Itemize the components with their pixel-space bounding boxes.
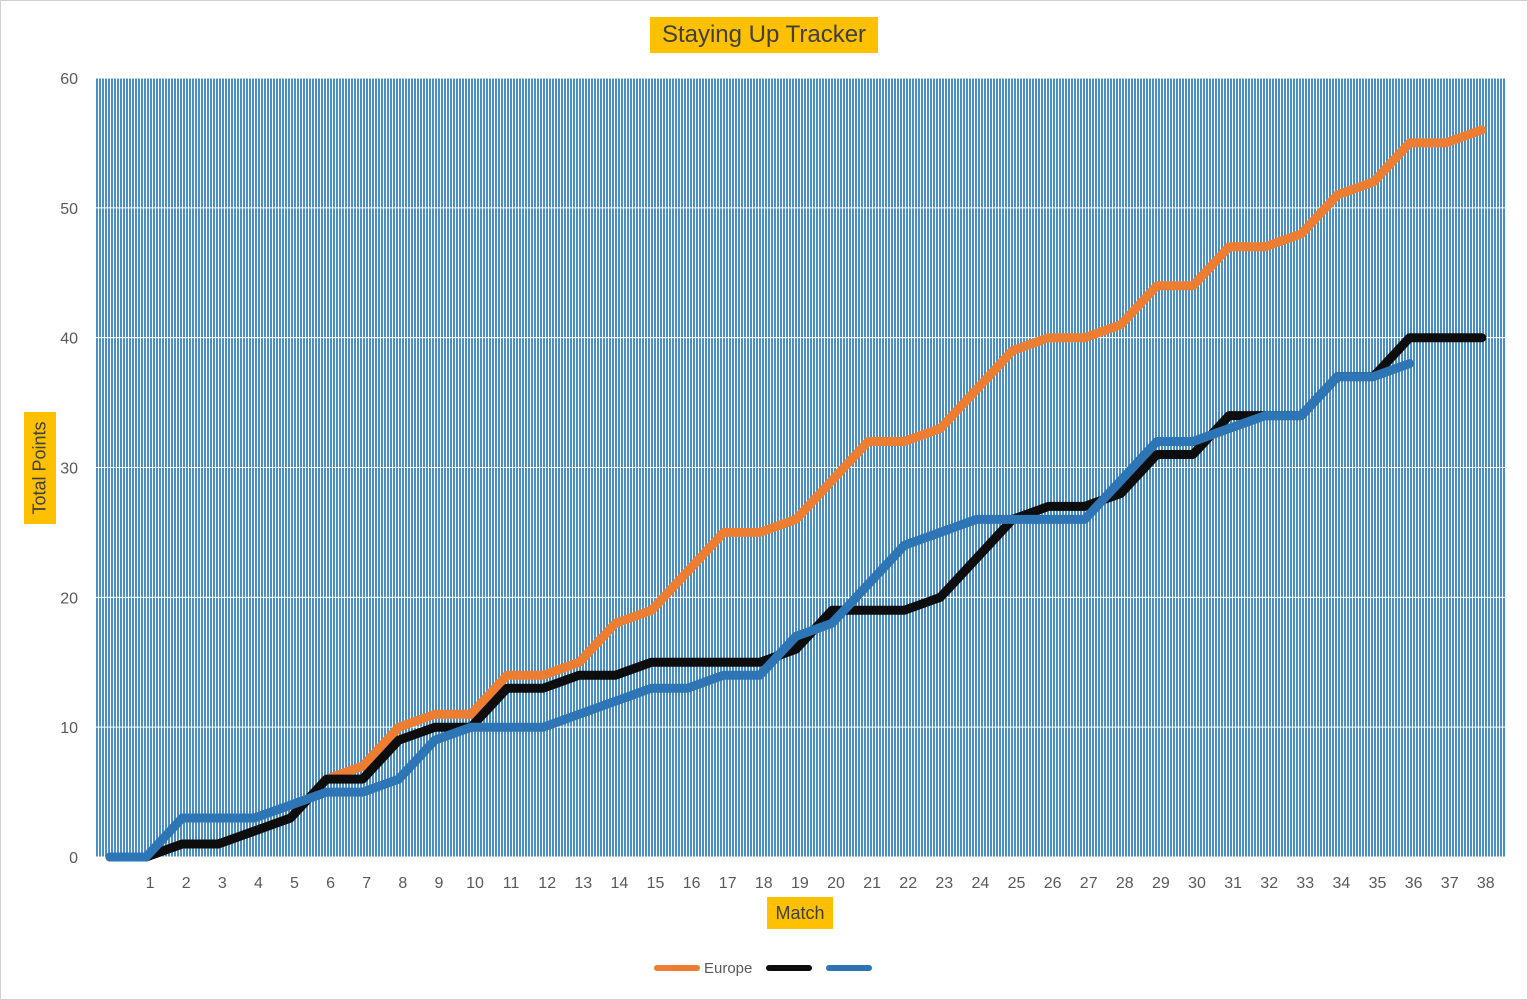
x-tick-label: 3: [218, 875, 227, 892]
x-tick-label: 15: [647, 875, 665, 892]
x-tick-label: 5: [290, 875, 299, 892]
x-tick-label: 23: [935, 875, 953, 892]
legend-swatch-series-3: [826, 965, 873, 971]
x-tick-label: 30: [1188, 875, 1206, 892]
x-tick-label: 38: [1477, 875, 1495, 892]
x-tick-label: 28: [1116, 875, 1134, 892]
x-tick-label: 10: [466, 875, 484, 892]
legend-item-series-1: Europe: [654, 960, 752, 977]
x-axis-title: Match: [767, 897, 833, 929]
y-tick-label: 50: [60, 201, 78, 218]
legend-item-series-3: [826, 965, 873, 971]
y-axis-title-box: Total Points: [24, 412, 56, 524]
x-tick-label: 22: [899, 875, 917, 892]
x-tick-label: 18: [755, 875, 773, 892]
x-tick-label: 2: [182, 875, 191, 892]
x-tick-label: 14: [611, 875, 629, 892]
x-tick-label: 29: [1152, 875, 1170, 892]
legend-swatch-series-1: [654, 965, 700, 971]
y-tick-label: 40: [60, 331, 78, 348]
x-tick-label: 12: [538, 875, 556, 892]
x-tick-label: 36: [1405, 875, 1423, 892]
y-tick-label: 30: [60, 461, 78, 478]
x-tick-label: 16: [683, 875, 701, 892]
x-tick-label: 13: [574, 875, 592, 892]
x-tick-label: 11: [503, 875, 520, 892]
y-tick-label: 10: [60, 720, 78, 737]
legend-swatch-series-2: [766, 965, 813, 971]
x-tick-label: 19: [791, 875, 809, 892]
x-tick-label: 33: [1296, 875, 1314, 892]
x-tick-label: 7: [362, 875, 371, 892]
legend-item-series-2: [766, 965, 813, 971]
x-tick-label: 1: [146, 875, 155, 892]
series-line-3: [105, 359, 1415, 862]
y-axis-title: Total Points: [29, 421, 50, 515]
x-tick-label: 34: [1333, 875, 1351, 892]
x-tick-label: 35: [1369, 875, 1387, 892]
legend: Europe: [654, 957, 886, 979]
x-tick-label: 17: [719, 875, 737, 892]
chart-title: Staying Up Tracker: [650, 17, 878, 53]
x-tick-label: 9: [434, 875, 443, 892]
y-tick-label: 20: [60, 590, 78, 607]
x-tick-label: 8: [398, 875, 407, 892]
x-tick-label: 25: [1008, 875, 1026, 892]
x-tick-label: 26: [1044, 875, 1062, 892]
x-tick-label: 4: [254, 875, 263, 892]
x-tick-label: 20: [827, 875, 845, 892]
x-tick-label: 27: [1080, 875, 1098, 892]
legend-label-series-1: Europe: [704, 959, 753, 977]
x-tick-label: 32: [1260, 875, 1278, 892]
x-tick-label: 31: [1224, 875, 1242, 892]
y-tick-label: 0: [69, 850, 78, 867]
x-tick-label: 6: [326, 875, 335, 892]
x-tick-label: 24: [972, 875, 990, 892]
y-tick-label: 60: [60, 71, 78, 88]
x-tick-label: 21: [863, 875, 881, 892]
x-tick-label: 37: [1441, 875, 1459, 892]
